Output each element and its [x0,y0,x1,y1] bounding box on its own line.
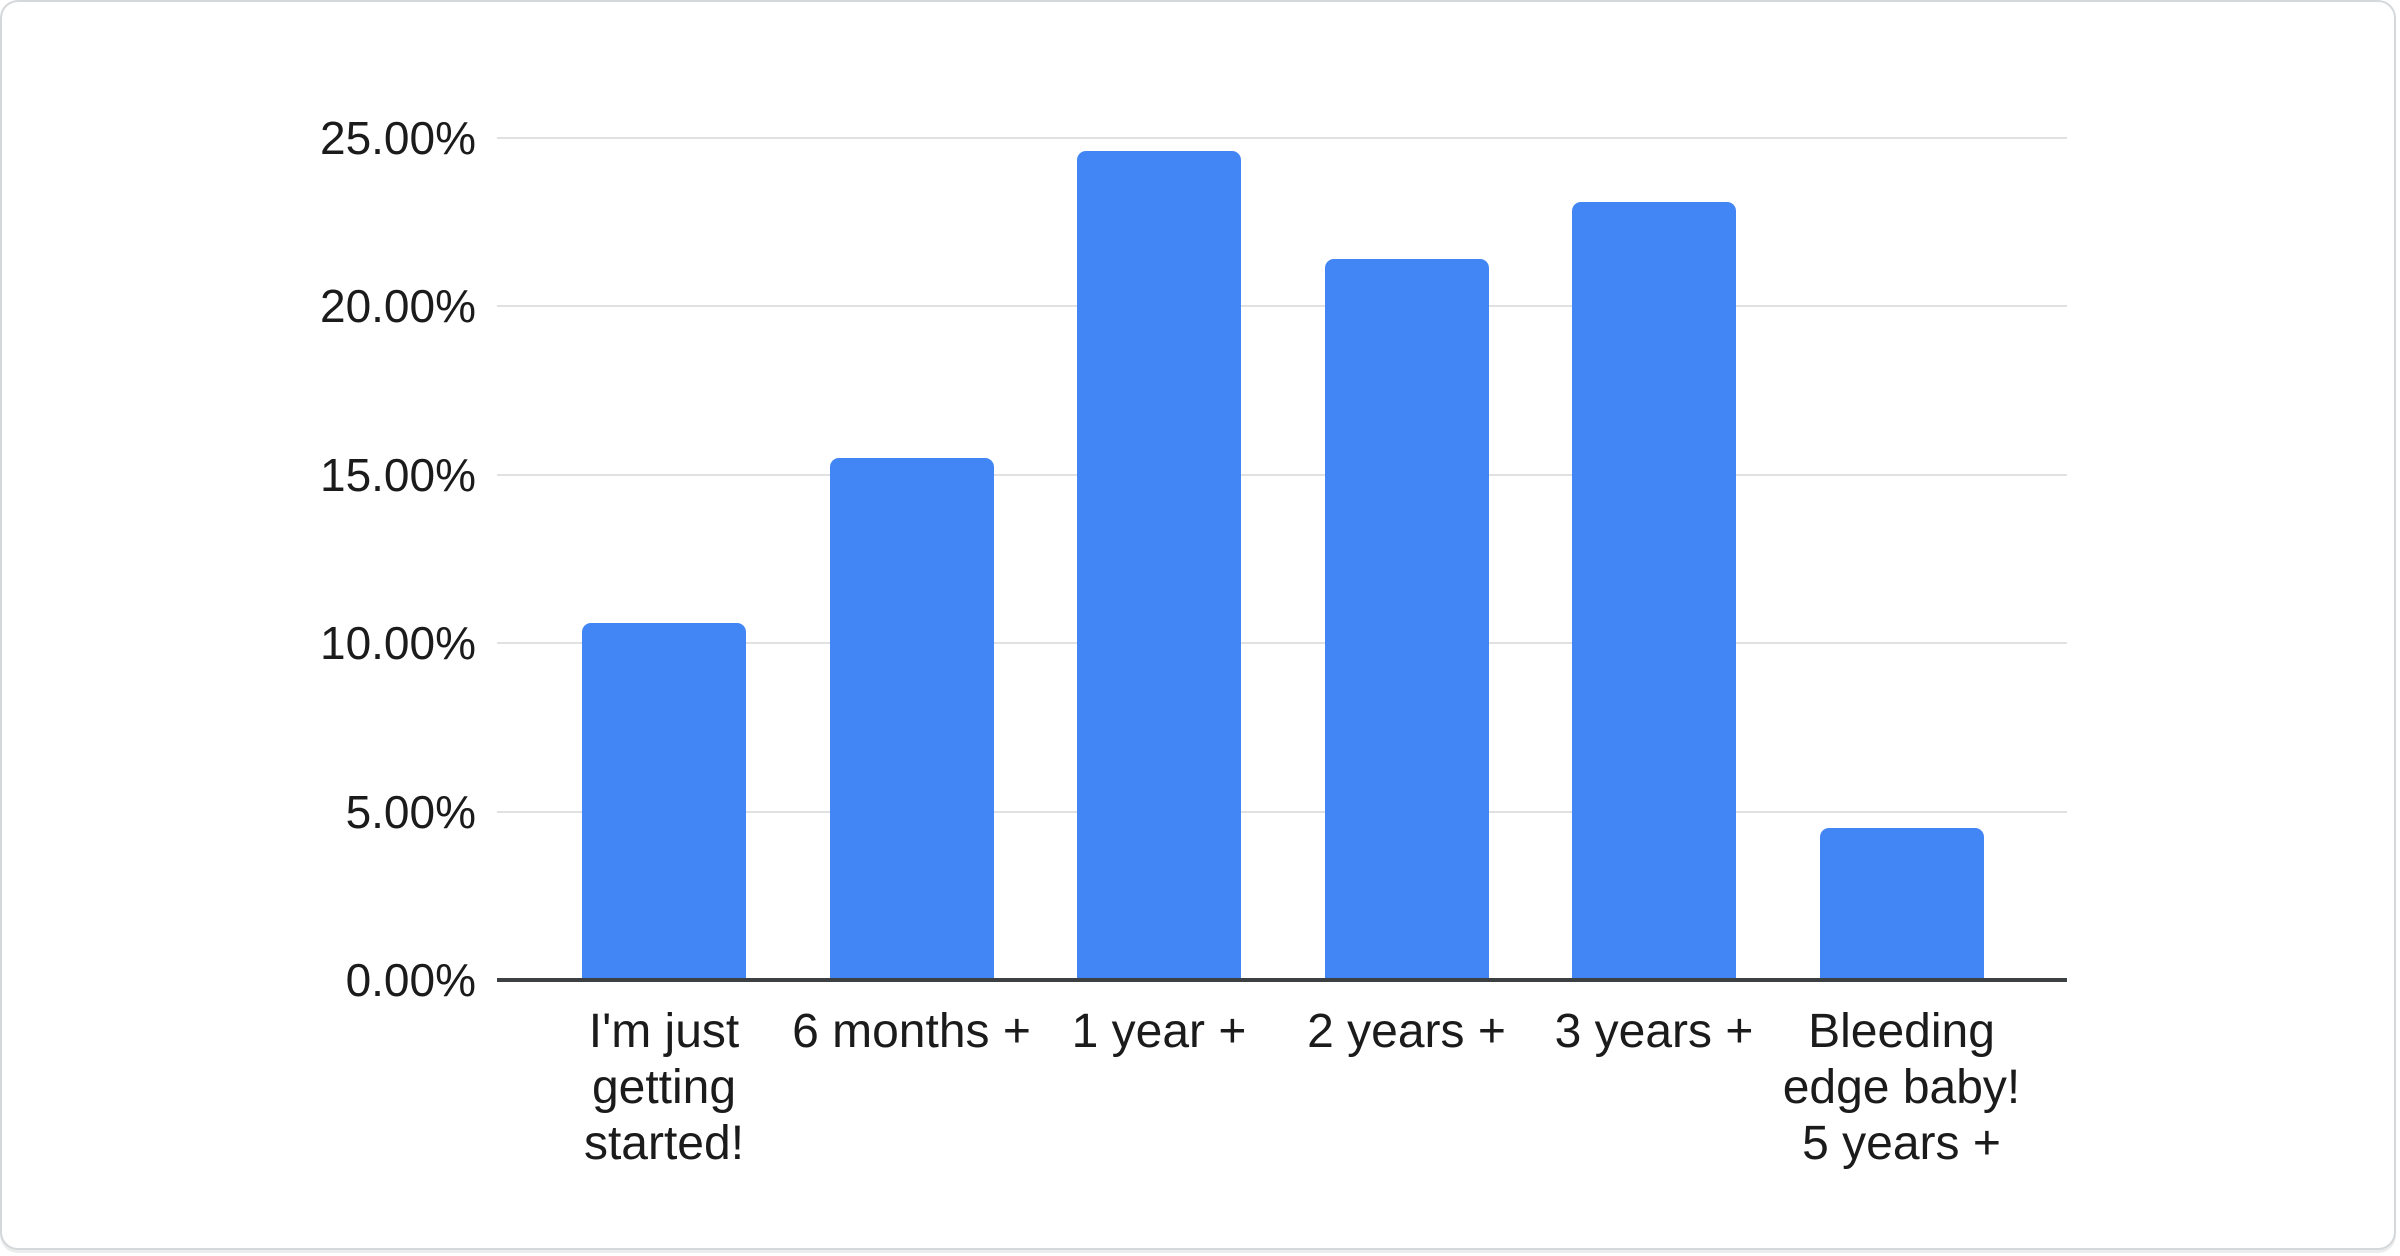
y-tick-label-10: 10.00% [319,617,476,670]
y-gridline-10 [497,642,2067,645]
plot-area [497,90,2067,982]
y-gridline-15 [497,473,2067,476]
x-category-label-3: 1 year + [1071,1005,1247,1058]
bar-2 [829,457,994,980]
bar-5 [1572,202,1736,980]
bar-1 [582,623,746,980]
bar-3 [1077,151,1241,980]
x-category-label-1: I'm just getting started! [583,1005,745,1170]
x-category-label-6: Bleeding edge baby! 5 years + [1782,1005,2021,1170]
y-gridline-25 [497,137,2067,139]
y-tick-label-5: 5.00% [345,785,476,838]
y-tick-label-25: 25.00% [319,112,476,164]
x-category-label-2: 6 months + [792,1005,1031,1058]
x-axis-category-labels: I'm just getting started! 6 months + 1 yea… [497,980,2067,1256]
bar-4 [1324,259,1489,980]
x-axis-line [497,978,2067,982]
x-category-label-4: 2 years + [1307,1005,1506,1058]
bar-6 [1819,828,1984,980]
y-axis-tick-labels: 0.00% 5.00% 10.00% 15.00% 20.00% 25.00% [0,90,476,1006]
y-tick-label-20: 20.00% [319,280,476,333]
x-category-label-5: 3 years + [1554,1005,1754,1058]
y-gridline-5 [497,810,2067,813]
y-tick-label-0: 0.00% [345,954,476,1006]
y-tick-label-15: 15.00% [319,448,476,501]
y-gridline-20 [497,305,2067,308]
